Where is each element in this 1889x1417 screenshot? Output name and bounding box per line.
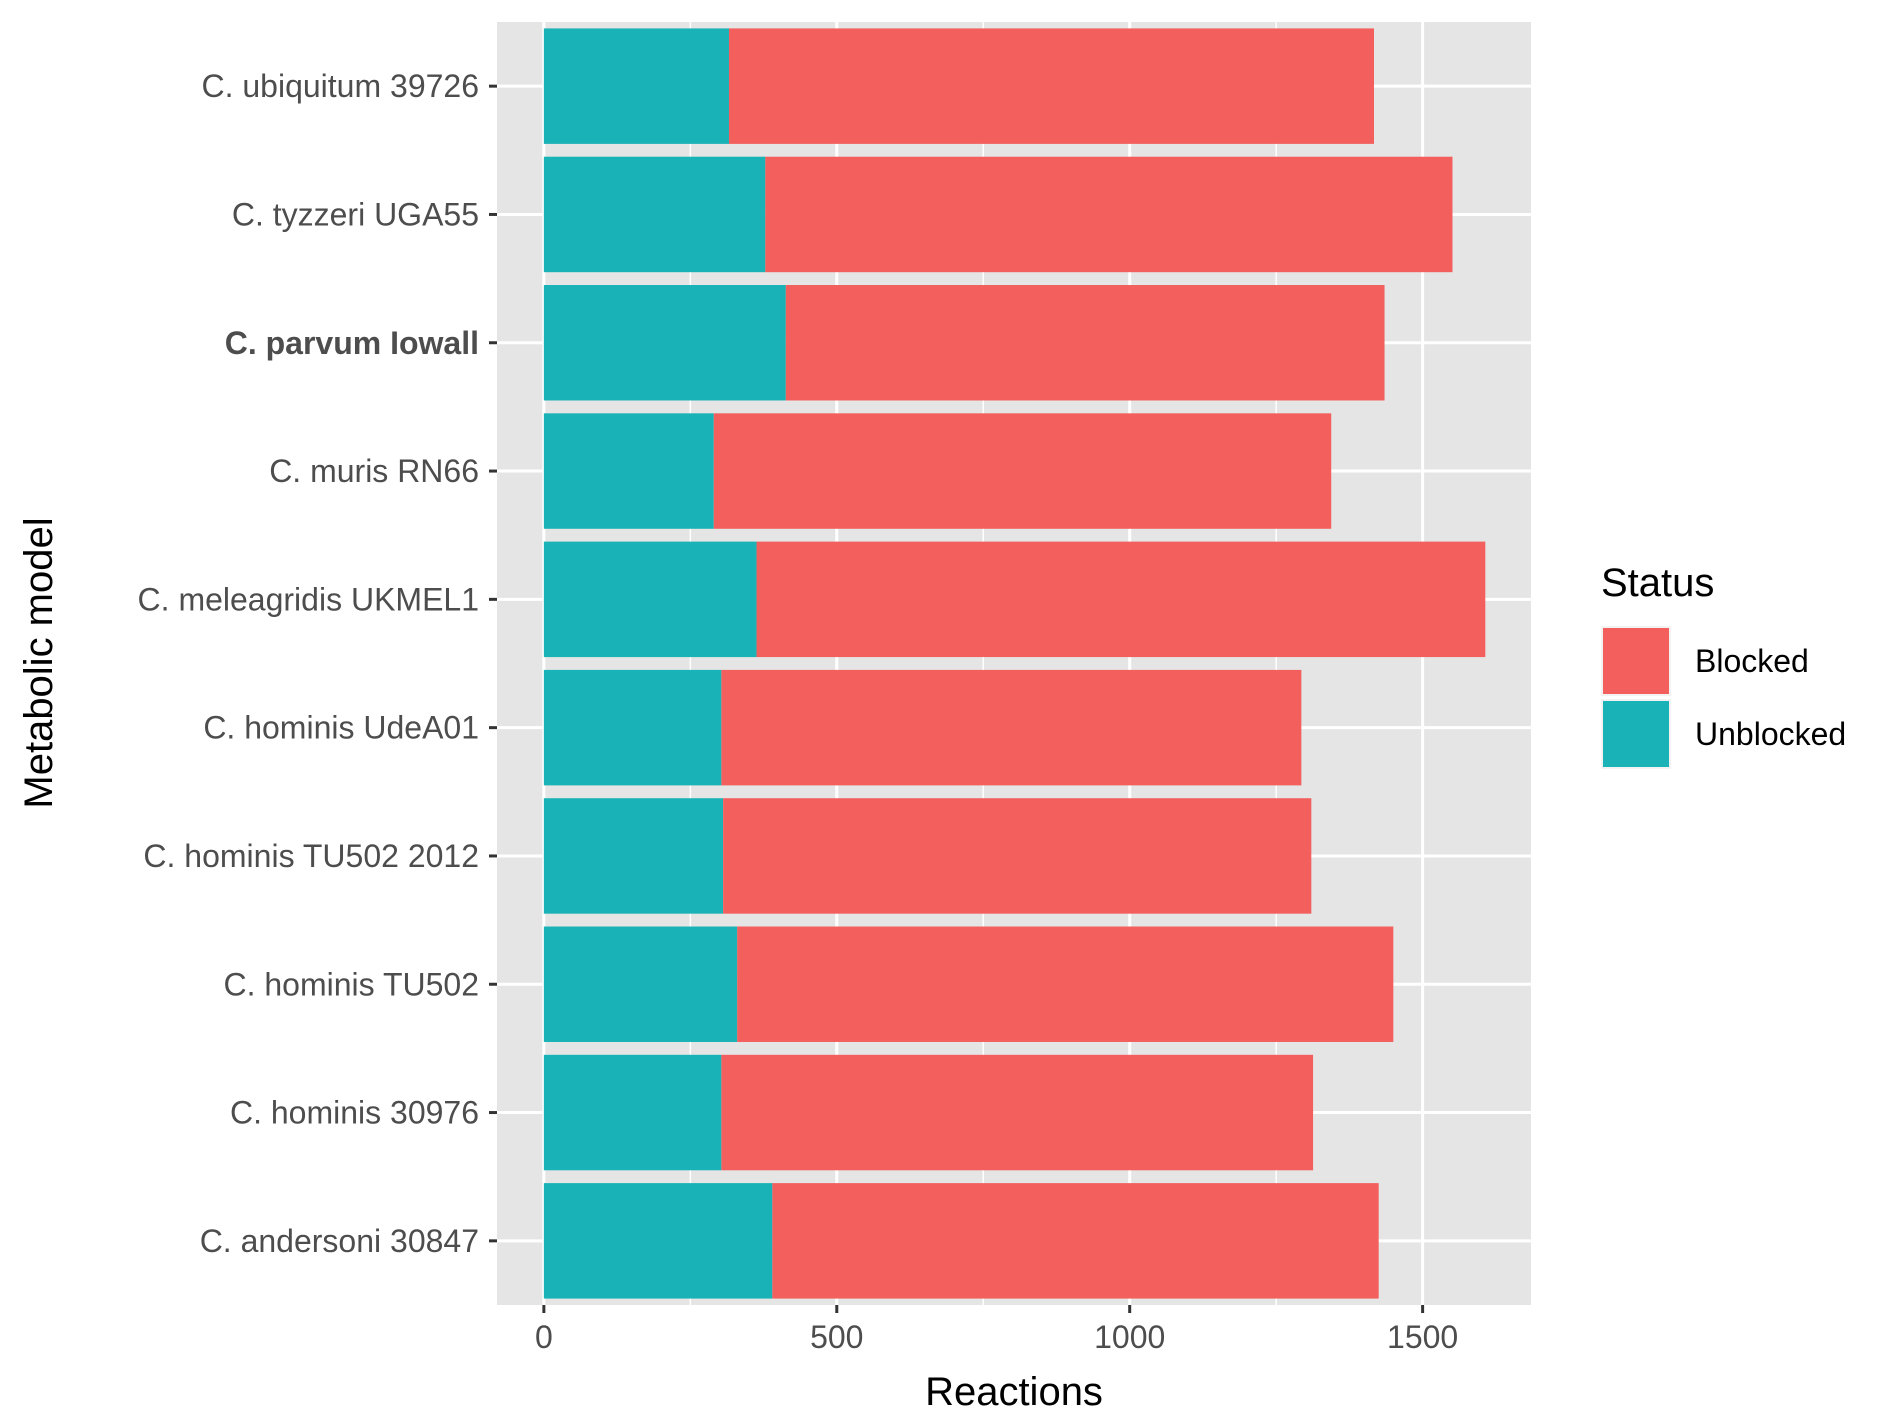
legend-label-unblocked: Unblocked (1695, 716, 1846, 752)
bar-blocked (737, 926, 1394, 1042)
y-tick-label: C. ubiquitum 39726 (201, 68, 479, 104)
bar-unblocked (543, 28, 729, 144)
bar-blocked (723, 798, 1312, 914)
y-axis-title: Metabolic model (17, 517, 61, 808)
bar-blocked (756, 541, 1486, 658)
bar-blocked (721, 669, 1302, 786)
x-axis-title: Reactions (925, 1370, 1103, 1414)
bar-unblocked (543, 669, 722, 786)
bar-blocked (721, 1054, 1314, 1171)
y-tick-label: C. hominis UdeA01 (203, 710, 479, 746)
x-tick-label: 500 (810, 1319, 863, 1355)
x-tick-label: 1000 (1094, 1319, 1165, 1355)
x-axis: 0 500 1000 1500 (535, 1305, 1458, 1355)
y-tick-label: C. hominis 30976 (230, 1095, 479, 1131)
legend-title: Status (1601, 561, 1714, 605)
bar-blocked (728, 28, 1374, 144)
y-tick-label: C. tyzzeri UGA55 (232, 196, 479, 232)
bars (543, 28, 1486, 1299)
x-tick-label: 0 (535, 1319, 553, 1355)
bar-unblocked (543, 156, 766, 273)
legend-swatch-blocked (1603, 628, 1669, 694)
y-tick-label: C. hominis TU502 (223, 966, 479, 1002)
legend-label-blocked: Blocked (1695, 643, 1809, 679)
legend-swatch-unblocked (1603, 701, 1669, 767)
y-tick-label: C. andersoni 30847 (200, 1223, 479, 1259)
y-axis: C. andersoni 30847 C. hominis 30976 C. hom… (138, 68, 497, 1259)
bar-unblocked (543, 413, 714, 529)
y-tick-label: C. muris RN66 (269, 453, 479, 489)
bar-blocked (785, 285, 1385, 401)
bar-unblocked (543, 541, 757, 658)
legend: Status Blocked Unblocked (1601, 561, 1846, 769)
bar-blocked (713, 413, 1332, 529)
bar-unblocked (543, 1183, 773, 1299)
bar-blocked (772, 1183, 1379, 1299)
y-tick-label: C. parvum Iowall (225, 325, 479, 361)
y-tick-label: C. meleagridis UKMEL1 (138, 581, 479, 617)
y-tick-label: C. hominis TU502 2012 (143, 838, 479, 874)
bar-unblocked (543, 926, 738, 1042)
x-tick-label: 1500 (1387, 1319, 1458, 1355)
bar-unblocked (543, 285, 786, 401)
bar-blocked (765, 156, 1453, 273)
bar-unblocked (543, 798, 724, 914)
bar-unblocked (543, 1054, 722, 1171)
